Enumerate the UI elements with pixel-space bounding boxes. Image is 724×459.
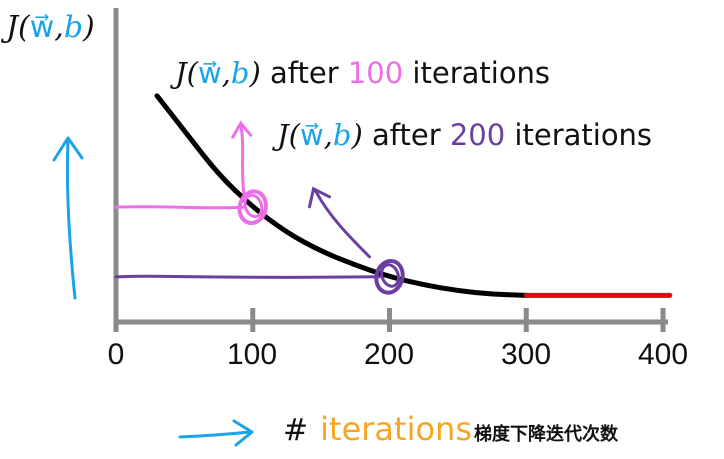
marker-200-inner [380,263,401,288]
up-arrow-shaft [65,138,77,300]
annotation-200: J(w⃗,b) after 200 iterations [277,118,653,152]
marker-200 [374,258,405,295]
up-arrow-head [52,136,84,162]
marker-100-inner [243,193,264,219]
marker-100 [237,189,268,226]
pointer-arrow-100 [239,123,246,195]
x-tick-label: 0 [107,338,125,371]
pointer-arrowhead-200 [308,186,331,209]
x-tick-label: 200 [363,338,415,371]
y-axis-label: J(w⃗,b) [6,10,95,45]
right-arrow-shaft [178,430,252,439]
annotation-100: J(w⃗,b) after 100 iterations [175,56,551,90]
x-axis-label: # iterations 梯度下降迭代次数 [283,410,618,448]
x-tick-label: 400 [637,338,689,371]
x-tick-label: 300 [500,338,552,371]
cost-curve [154,93,529,298]
pointer-arrowhead-100 [231,120,253,139]
guide-line-200 [114,274,381,279]
x-tick-label: 100 [226,338,278,371]
guide-line-100 [114,205,245,210]
right-arrow-head [232,419,254,447]
pointer-arrow-200 [314,189,371,259]
